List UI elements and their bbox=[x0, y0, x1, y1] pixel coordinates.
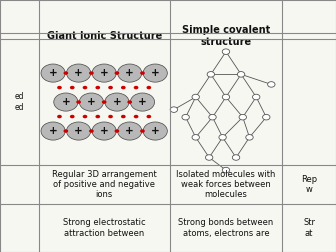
Circle shape bbox=[83, 86, 87, 89]
Circle shape bbox=[64, 129, 68, 133]
Circle shape bbox=[89, 71, 94, 75]
Circle shape bbox=[170, 107, 177, 112]
Circle shape bbox=[146, 115, 151, 118]
Circle shape bbox=[41, 64, 65, 82]
Circle shape bbox=[143, 122, 167, 140]
Text: Str
at: Str at bbox=[303, 218, 315, 238]
Circle shape bbox=[127, 100, 132, 104]
Circle shape bbox=[222, 94, 230, 100]
Text: +: + bbox=[113, 97, 121, 107]
Circle shape bbox=[76, 100, 81, 104]
Circle shape bbox=[205, 155, 213, 160]
Circle shape bbox=[134, 86, 138, 89]
Circle shape bbox=[140, 129, 145, 133]
Circle shape bbox=[67, 64, 91, 82]
Circle shape bbox=[118, 64, 142, 82]
Text: +: + bbox=[49, 126, 57, 136]
Circle shape bbox=[222, 49, 230, 54]
Text: +: + bbox=[100, 68, 109, 78]
Circle shape bbox=[118, 122, 142, 140]
Circle shape bbox=[54, 93, 78, 111]
Circle shape bbox=[108, 115, 113, 118]
Text: Strong electrostatic
attraction between: Strong electrostatic attraction between bbox=[63, 218, 145, 238]
Circle shape bbox=[267, 82, 275, 87]
Circle shape bbox=[41, 122, 65, 140]
Text: +: + bbox=[61, 97, 70, 107]
Text: +: + bbox=[125, 68, 134, 78]
Circle shape bbox=[115, 129, 119, 133]
Circle shape bbox=[246, 135, 253, 140]
Circle shape bbox=[92, 122, 116, 140]
Circle shape bbox=[207, 72, 214, 77]
Circle shape bbox=[102, 100, 107, 104]
Circle shape bbox=[140, 71, 145, 75]
Circle shape bbox=[222, 167, 230, 173]
Text: +: + bbox=[49, 68, 57, 78]
Circle shape bbox=[209, 114, 216, 120]
Circle shape bbox=[219, 135, 226, 140]
Text: Giant Ionic Structure: Giant Ionic Structure bbox=[46, 31, 162, 41]
Circle shape bbox=[108, 86, 113, 89]
Text: +: + bbox=[125, 126, 134, 136]
Circle shape bbox=[83, 115, 87, 118]
Circle shape bbox=[57, 115, 62, 118]
Circle shape bbox=[262, 114, 270, 120]
Circle shape bbox=[182, 114, 189, 120]
Text: +: + bbox=[151, 68, 160, 78]
Circle shape bbox=[134, 115, 138, 118]
Circle shape bbox=[239, 114, 247, 120]
Text: +: + bbox=[74, 126, 83, 136]
Circle shape bbox=[105, 93, 129, 111]
Circle shape bbox=[95, 115, 100, 118]
Text: +: + bbox=[100, 126, 109, 136]
Circle shape bbox=[237, 72, 245, 77]
Text: Rep
w: Rep w bbox=[301, 175, 317, 194]
Circle shape bbox=[79, 93, 103, 111]
Text: +: + bbox=[151, 126, 160, 136]
Circle shape bbox=[64, 71, 68, 75]
Text: ed
ed: ed ed bbox=[14, 92, 24, 112]
Circle shape bbox=[67, 122, 91, 140]
Text: Simple covalent
structure: Simple covalent structure bbox=[182, 25, 270, 47]
Circle shape bbox=[115, 71, 119, 75]
Circle shape bbox=[192, 135, 199, 140]
Text: +: + bbox=[138, 97, 147, 107]
Circle shape bbox=[70, 115, 75, 118]
Circle shape bbox=[121, 86, 126, 89]
Text: +: + bbox=[87, 97, 96, 107]
Circle shape bbox=[89, 129, 94, 133]
Circle shape bbox=[130, 93, 155, 111]
Circle shape bbox=[232, 155, 240, 160]
Circle shape bbox=[146, 86, 151, 89]
Text: Strong bonds between
atoms, electrons are: Strong bonds between atoms, electrons ar… bbox=[178, 218, 274, 238]
Circle shape bbox=[192, 94, 199, 100]
Circle shape bbox=[121, 115, 126, 118]
Text: +: + bbox=[74, 68, 83, 78]
Circle shape bbox=[57, 86, 62, 89]
Circle shape bbox=[92, 64, 116, 82]
Text: Isolated molecules with
weak forces between
molecules: Isolated molecules with weak forces betw… bbox=[176, 170, 276, 200]
Circle shape bbox=[95, 86, 100, 89]
Circle shape bbox=[253, 94, 260, 100]
Circle shape bbox=[143, 64, 167, 82]
Circle shape bbox=[70, 86, 75, 89]
Text: Regular 3D arrangement
of positive and negative
ions: Regular 3D arrangement of positive and n… bbox=[52, 170, 157, 200]
